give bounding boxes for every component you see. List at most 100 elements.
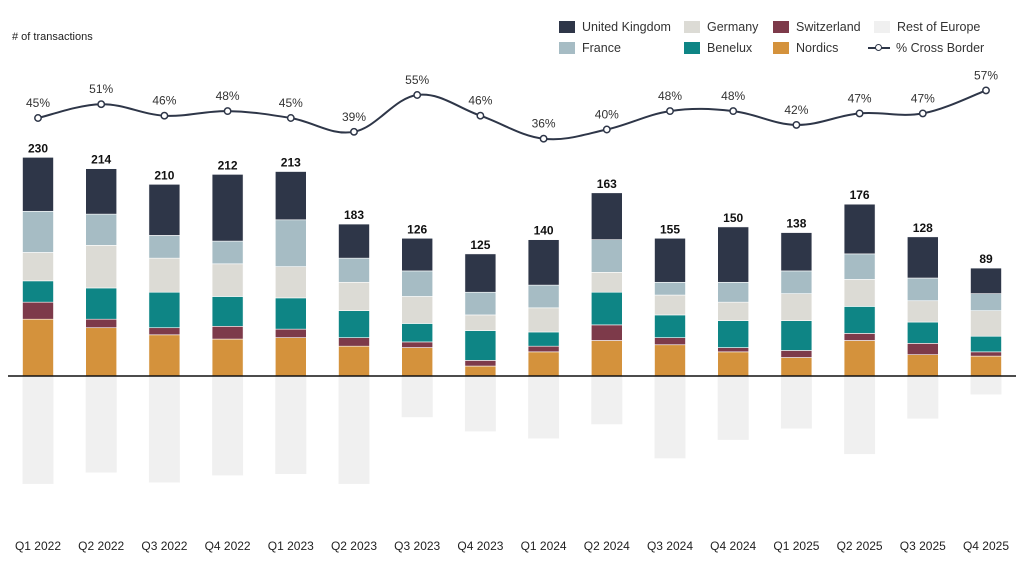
x-tick-label: Q4 2023 [457,539,503,553]
cross-border-point [34,114,42,122]
bar-total-label: 150 [723,211,743,225]
x-tick-label: Q2 2022 [78,539,124,553]
bar-segment-rest-of-europe [464,376,496,432]
bar-segment-united-kingdom [22,157,54,212]
bar-segment-france [780,270,813,294]
legend-swatch-benelux [684,42,700,54]
bar-segment-united-kingdom [211,174,244,242]
bar-segment-benelux [843,306,876,334]
bar-segment-switzerland [274,328,307,338]
bar-segment-switzerland [338,337,370,347]
bar-segment-france [401,270,434,297]
bar-segment-united-kingdom [590,192,623,240]
bar-segment-rest-of-europe [338,376,370,484]
bar-segment-united-kingdom [401,237,434,272]
bar-total-label: 128 [913,221,933,235]
legend-swatch-germany [684,21,700,33]
bar-segment-nordics [906,354,939,377]
total-labels-layer: 230 214 210 212 213 183 126 125 140 163 155 150 138 1… [28,141,993,266]
bar-segment-france [211,240,244,265]
bar-segment-rest-of-europe [844,376,876,455]
cross-border-label: 47% [848,91,872,105]
bar-segment-france [970,293,1002,311]
cross-border-point [413,91,422,99]
bar-segment-france [85,213,117,246]
bars-layer [22,157,1002,484]
bar-segment-nordics [274,337,307,377]
bar-segment-germany [717,301,750,321]
bar-segment-switzerland [211,325,244,340]
bar-total-label: 125 [470,238,490,252]
bar-segment-nordics [401,347,434,377]
legend-swatch-nordics [773,42,789,54]
cross-border-label: 45% [26,96,50,110]
bar-segment-switzerland [843,333,876,341]
cross-border-label: 46% [468,94,492,108]
bar-segment-france [654,281,686,296]
bar-segment-switzerland [970,351,1002,357]
y-axis-label: # of transactions [12,31,93,43]
legend-item-united-kingdom: United Kingdom [559,20,671,34]
bar-segment-rest-of-europe [591,376,623,425]
bar-segment-switzerland [717,347,750,353]
cross-border-label: 42% [784,103,808,117]
bar-segment-rest-of-europe [717,376,749,440]
bar-segment-germany [464,314,497,331]
bar-segment-germany [590,272,623,293]
cross-border-line [37,89,987,141]
cross-border-label: 45% [279,96,303,110]
bar-segment-france [843,253,876,280]
x-tick-labels: Q1 2022 Q2 2022 Q3 2022 Q4 2022 Q1 2023 Q2 20… [15,539,1009,553]
cross-border-point [666,107,674,116]
bar-segment-germany [22,252,54,282]
bar-total-label: 155 [660,222,680,236]
bar-segment-nordics [654,344,686,377]
x-tick-label: Q3 2023 [394,539,440,553]
bar-total-label: 230 [28,141,48,155]
cross-border-label: 48% [721,89,745,103]
cross-border-point [729,107,738,116]
bar-total-label: 214 [91,153,111,167]
bar-segment-benelux [22,280,54,303]
bar-total-label: 176 [850,188,870,202]
bar-segment-rest-of-europe [85,376,117,473]
cross-border-label: 51% [89,82,113,96]
legend-swatch-switzerland [773,21,789,33]
bar-segment-switzerland [464,360,497,367]
bar-segment-switzerland [148,327,181,336]
bar-segment-germany [527,307,560,333]
cross-border-point [855,109,864,118]
bar-segment-nordics [527,351,560,377]
bar-segment-germany [148,257,181,293]
legend-label: Nordics [796,41,839,55]
bar-segment-united-kingdom [780,232,813,272]
bar-segment-nordics [464,365,497,377]
bar-segment-rest-of-europe [780,376,812,429]
bar-segment-switzerland [401,341,434,348]
bar-segment-rest-of-europe [148,376,180,483]
bar-segment-rest-of-europe [401,376,433,418]
bar-segment-rest-of-europe [907,376,939,419]
bar-segment-benelux [211,296,244,327]
bar-segment-benelux [654,314,686,338]
bar-total-label: 212 [218,158,238,172]
bar-segment-france [22,210,54,253]
bar-segment-nordics [338,345,370,377]
bar-segment-nordics [717,351,750,377]
bar-segment-nordics [22,318,54,377]
legend-label: % Cross Border [896,41,985,55]
legend-item-nordics: Nordics [773,41,838,55]
x-tick-label: Q4 2025 [963,539,1009,553]
bar-segment-benelux [338,310,370,338]
bar-segment-france [148,235,181,259]
bar-total-label: 140 [534,224,554,238]
x-tick-label: Q1 2022 [15,539,61,553]
cross-border-label: 55% [405,73,429,87]
cross-border-point [918,109,927,118]
bar-segment-benelux [527,331,560,347]
bar-segment-switzerland [780,350,813,358]
bar-segment-switzerland [654,337,686,346]
bar-segment-germany [401,296,434,324]
bar-segment-france [717,281,750,303]
bar-segment-germany [843,279,876,307]
